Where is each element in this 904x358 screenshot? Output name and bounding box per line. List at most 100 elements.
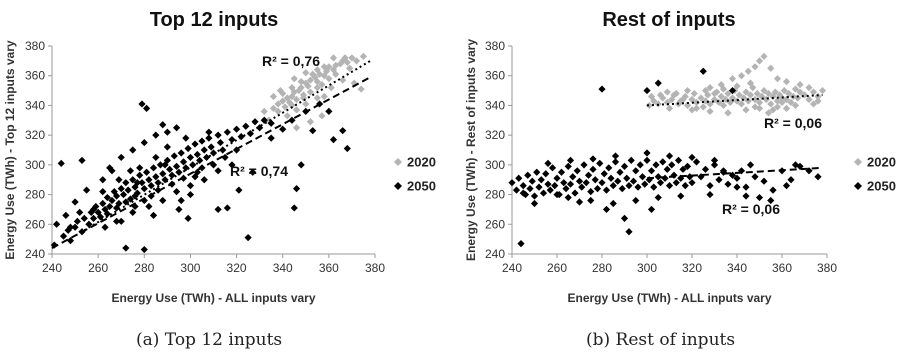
- data-point: [352, 57, 361, 65]
- data-point: [582, 179, 590, 187]
- data-point: [122, 179, 130, 187]
- data-point: [537, 176, 545, 184]
- series-2050: [508, 67, 822, 248]
- data-point: [140, 245, 148, 254]
- data-point: [302, 100, 310, 108]
- data-point: [304, 82, 312, 90]
- data-point: [560, 179, 568, 187]
- data-point: [163, 143, 171, 151]
- x-tick-label: 380: [365, 261, 385, 275]
- data-point: [341, 54, 349, 62]
- data-point: [569, 173, 577, 181]
- legend-marker-2020: [854, 158, 862, 166]
- data-point: [316, 70, 324, 78]
- data-point: [129, 146, 137, 154]
- data-point: [733, 82, 741, 90]
- data-point: [302, 69, 310, 77]
- y-axis-label: Energy Use (TWh) - Rest of inputs vary: [464, 39, 478, 261]
- data-point: [706, 182, 714, 190]
- data-point: [643, 149, 651, 157]
- data-point: [706, 84, 714, 92]
- data-point: [76, 208, 84, 216]
- data-point: [713, 88, 721, 96]
- data-point: [288, 84, 296, 92]
- data-point: [313, 94, 321, 102]
- data-point: [290, 204, 298, 212]
- data-point: [614, 177, 622, 185]
- data-point: [611, 158, 620, 166]
- data-point: [200, 146, 208, 154]
- x-tick-label: 260: [547, 261, 567, 275]
- x-tick-label: 340: [727, 261, 747, 275]
- data-point: [656, 179, 665, 187]
- data-point: [663, 165, 671, 173]
- data-point: [152, 131, 160, 139]
- data-point: [760, 86, 768, 95]
- x-tick-label: 320: [682, 261, 702, 275]
- data-point: [193, 168, 201, 176]
- data-point: [623, 174, 631, 182]
- chart-title: Top 12 inputs: [150, 9, 279, 31]
- data-point: [62, 211, 70, 219]
- data-point: [260, 107, 268, 115]
- y-tick-label: 380: [25, 39, 45, 53]
- data-point: [336, 60, 344, 68]
- data-point: [805, 95, 813, 104]
- data-point: [163, 128, 171, 136]
- data-point: [152, 173, 160, 181]
- data-point: [357, 85, 365, 93]
- data-point: [699, 67, 707, 75]
- data-point: [787, 176, 795, 184]
- data-point: [584, 171, 593, 179]
- data-point: [219, 146, 227, 154]
- data-point: [140, 138, 148, 147]
- data-point: [710, 89, 719, 98]
- data-point: [108, 196, 116, 205]
- data-point: [814, 92, 822, 101]
- trendline-2020: [646, 94, 823, 107]
- data-point: [339, 127, 347, 135]
- data-point: [771, 88, 779, 96]
- data-point: [683, 101, 692, 110]
- data-point: [99, 176, 107, 184]
- data-point: [530, 192, 539, 200]
- data-point: [186, 190, 195, 199]
- data-point: [611, 152, 620, 160]
- data-point: [172, 162, 181, 170]
- y-tick-label: 340: [485, 98, 505, 112]
- data-point: [101, 223, 109, 231]
- data-point: [117, 185, 125, 193]
- data-point: [348, 54, 356, 62]
- data-point: [288, 101, 296, 110]
- data-point: [665, 104, 674, 112]
- data-point: [244, 234, 252, 242]
- data-point: [672, 179, 680, 187]
- data-point: [782, 104, 791, 112]
- x-tick-label: 280: [592, 261, 612, 275]
- data-point: [99, 188, 107, 196]
- data-point: [571, 189, 579, 197]
- legend-label-2020: 2020: [867, 155, 896, 170]
- data-point: [755, 98, 764, 107]
- data-point: [791, 161, 800, 169]
- data-point: [769, 106, 777, 114]
- data-point: [735, 91, 743, 99]
- chart-panel-2: Rest of inputs 240 260 280 300 320 340 360 380 24…: [464, 9, 896, 305]
- data-point: [267, 134, 275, 142]
- data-point: [769, 186, 777, 194]
- data-point: [329, 136, 338, 144]
- data-point: [193, 150, 201, 159]
- data-point: [327, 84, 335, 92]
- data-point: [99, 199, 107, 208]
- data-point: [269, 92, 278, 101]
- data-point: [113, 204, 121, 212]
- y-tick-label: 300: [485, 158, 505, 172]
- data-point: [292, 124, 301, 132]
- data-point: [742, 183, 750, 191]
- data-point: [297, 161, 305, 169]
- data-point: [103, 193, 111, 202]
- data-point: [575, 177, 584, 185]
- data-point: [710, 156, 719, 164]
- x-tick-label: 340: [273, 261, 293, 275]
- data-point: [663, 88, 671, 96]
